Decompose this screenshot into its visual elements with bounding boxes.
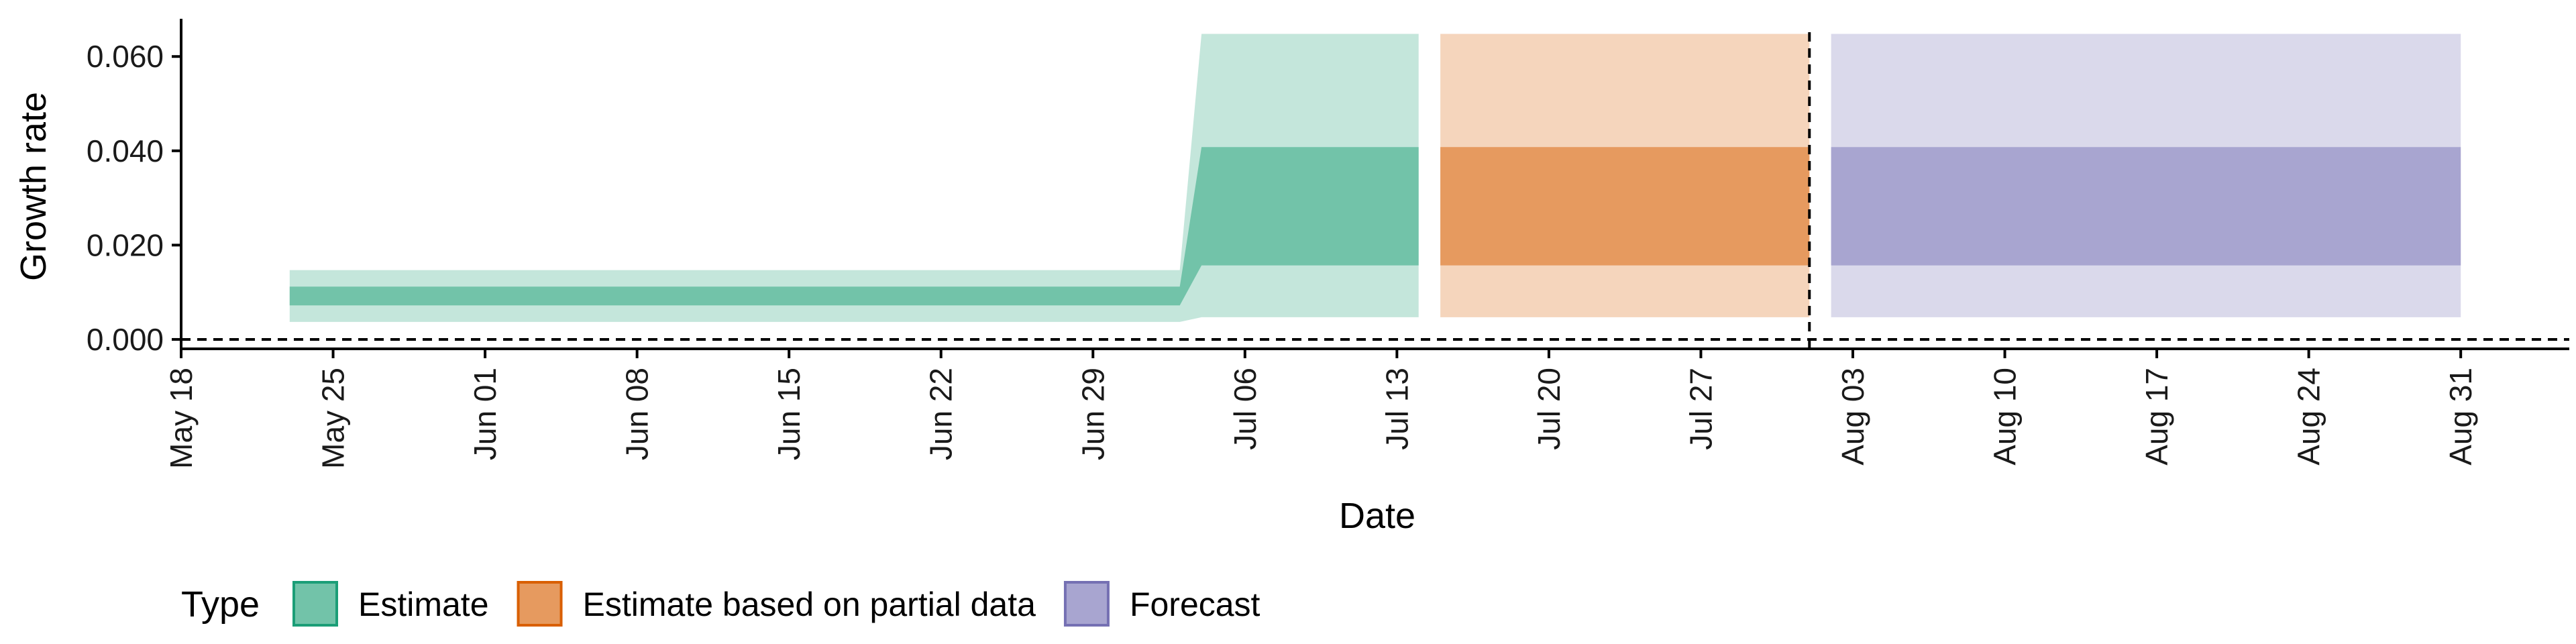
x-tick-label: Jun 22 [924, 368, 959, 460]
legend-label-estimate: Estimate [358, 586, 489, 623]
legend-swatch-estimate-based-on-partial-data [517, 581, 563, 627]
x-tick-label: May 25 [316, 368, 351, 469]
y-tick-label: 0.000 [87, 322, 164, 357]
y-tick-label: 0.040 [87, 133, 164, 168]
x-tick-label: Jun 29 [1075, 368, 1110, 460]
legend-title: Type [181, 584, 260, 625]
legend-label-estimate-based-on-partial-data: Estimate based on partial data [583, 586, 1036, 623]
legend-label-forecast: Forecast [1130, 586, 1260, 623]
estimate-50-band [289, 147, 1419, 306]
axes: 0.000 0.020 0.040 0.060 May 18 May 25 Jun 01 Ju… [87, 19, 2569, 469]
y-tick-label: 0.060 [87, 39, 164, 74]
x-axis-title: Date [1339, 496, 1415, 536]
legend: Type Estimate Estimate based on partial d… [181, 581, 1260, 627]
x-tick-label: Jul 06 [1228, 368, 1263, 450]
legend-swatch-forecast [1063, 581, 1110, 627]
y-axis-title: Growth rate [13, 92, 54, 281]
reference-lines [181, 32, 2569, 349]
estimate-based-on-partial-data-50-band [1440, 147, 1810, 266]
x-tick-label: Aug 10 [1988, 368, 2023, 466]
x-tick-label: Aug 17 [2139, 368, 2174, 466]
x-tick-label: May 18 [164, 368, 199, 469]
x-tick-label: Jul 27 [1684, 368, 1719, 450]
x-tick-label: Jun 01 [468, 368, 502, 460]
x-tick-label: Jun 08 [620, 368, 655, 460]
x-tick-label: Jun 15 [771, 368, 806, 460]
forecast-50-band [1831, 147, 2461, 266]
x-tick-label: Aug 31 [2443, 368, 2478, 466]
y-tick-label: 0.020 [87, 227, 164, 262]
x-tick-label: Aug 03 [1835, 368, 1870, 466]
x-tick-label: Jul 13 [1379, 368, 1414, 450]
legend-swatch-estimate [292, 581, 338, 627]
ribbon-bands [289, 34, 2461, 322]
x-tick-label: Jul 20 [1532, 368, 1566, 450]
x-tick-label: Aug 24 [2292, 368, 2326, 466]
